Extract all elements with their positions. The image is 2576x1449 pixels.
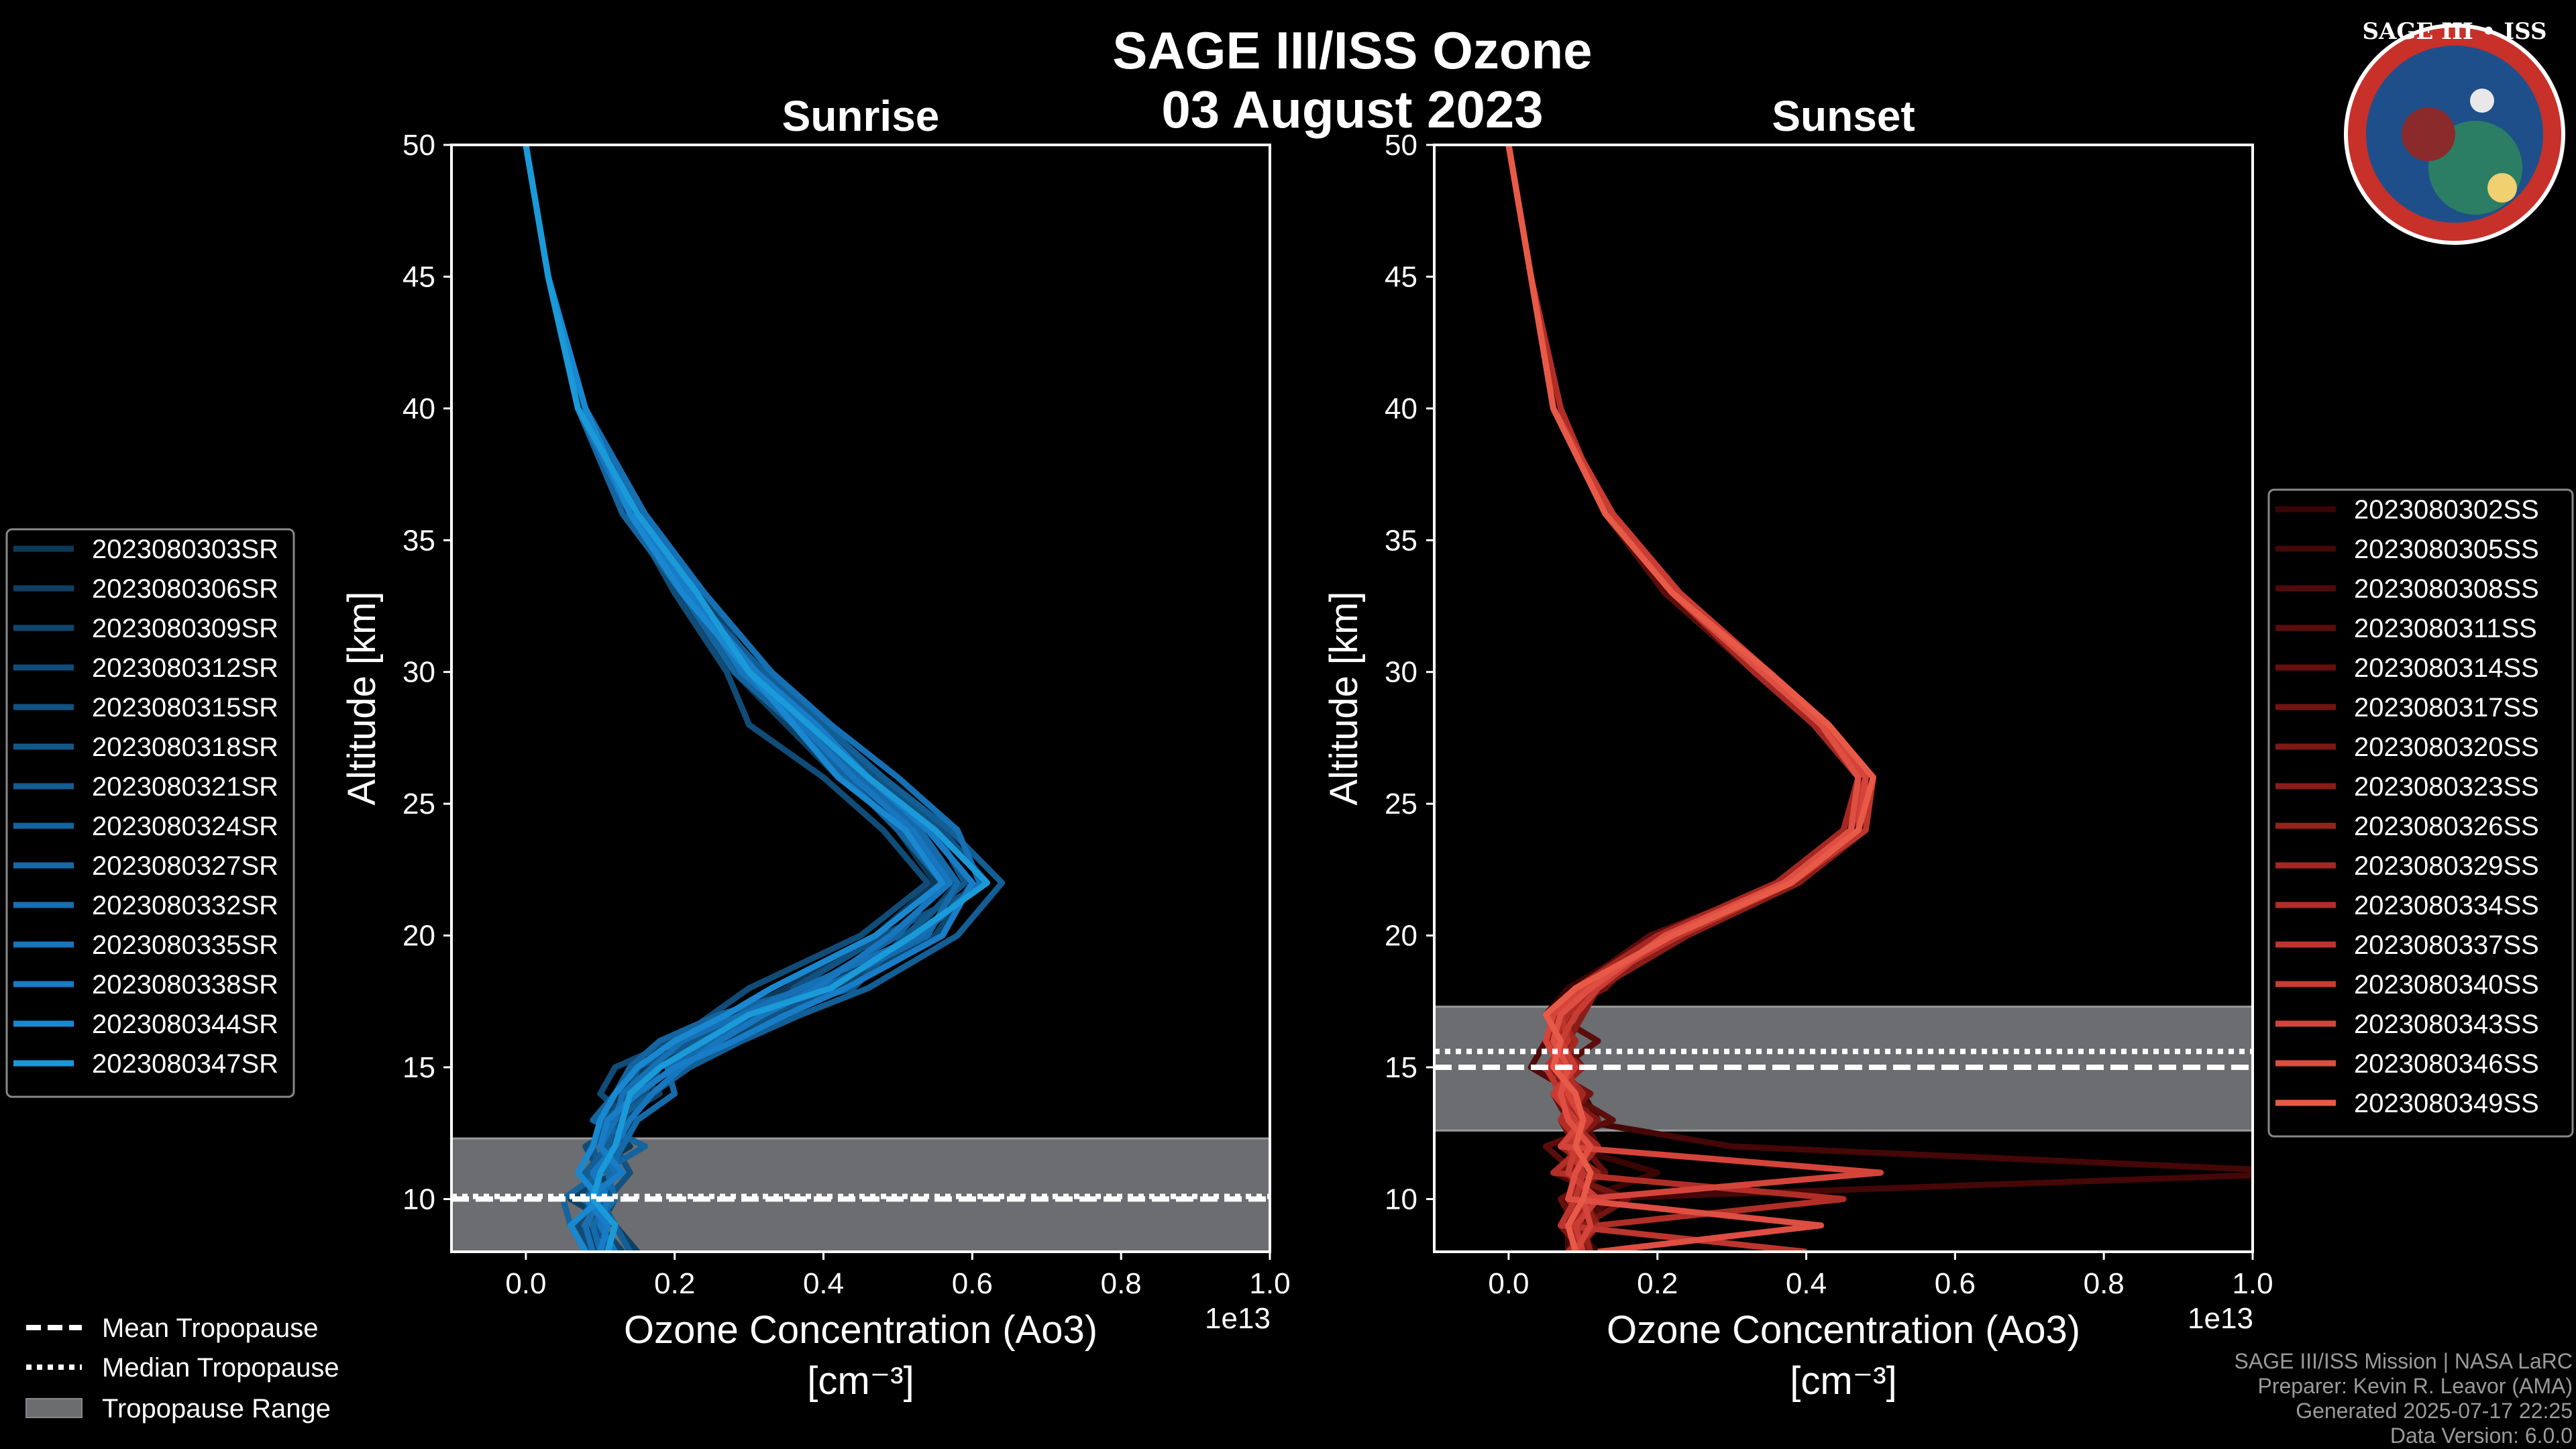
x-axis-label: Ozone Concentration (Ao3) bbox=[1607, 1308, 2080, 1352]
legend-box bbox=[2267, 488, 2574, 1138]
x-axis-label: Ozone Concentration (Ao3) bbox=[624, 1308, 1097, 1352]
legend-entry: 2023080303SR bbox=[92, 535, 278, 564]
median-tropopause-label: Median Tropopause bbox=[102, 1353, 339, 1383]
tropopause-range-label: Tropopause Range bbox=[102, 1394, 331, 1424]
x-tick-label: 0.2 bbox=[654, 1267, 695, 1300]
sunrise-panel: 0.0 0.2 0.4 0.6 0.8 1.0 10 15 20 25 30 35 40 45 50 Sunr… bbox=[5, 92, 1291, 1403]
y-tick-label: 30 bbox=[402, 656, 435, 689]
y-tick-label: 35 bbox=[1385, 524, 1417, 557]
x-axis-multiplier: 1e13 bbox=[1205, 1302, 1271, 1335]
x-tick-label: 0.6 bbox=[952, 1267, 993, 1300]
x-tick-label: 0.8 bbox=[1101, 1267, 1142, 1300]
sunset-panel: 0.0 0.2 0.4 0.6 0.8 1.0 10 15 20 25 30 35 40 45 50 Suns… bbox=[1322, 92, 2574, 1403]
legend-entry: 2023080335SR bbox=[92, 930, 278, 960]
legend-entry: 2023080343SS bbox=[2354, 1010, 2539, 1039]
y-tick-label: 10 bbox=[1385, 1183, 1417, 1216]
profile-line-2023080335SR bbox=[523, 145, 953, 1252]
legend-entry: 2023080323SS bbox=[2354, 772, 2539, 802]
legend-entry: 2023080309SR bbox=[92, 614, 278, 643]
tropopause-legend: Mean Tropopause Median Tropopause Tropop… bbox=[25, 1313, 339, 1424]
footer-credits: SAGE III/ISS Mission | NASA LaRC Prepare… bbox=[2235, 1349, 2573, 1448]
legend-entry: 2023080306SR bbox=[92, 574, 278, 604]
mean-tropopause-label: Mean Tropopause bbox=[102, 1313, 318, 1343]
x-tick-label: 0.4 bbox=[1786, 1267, 1827, 1300]
axes-frame bbox=[1433, 144, 2254, 1253]
x-tick-label: 0.6 bbox=[1935, 1267, 1976, 1300]
y-tick-label: 15 bbox=[402, 1051, 435, 1084]
legend-entry: 2023080318SR bbox=[92, 733, 278, 762]
legend-entry: 2023080349SS bbox=[2354, 1089, 2539, 1118]
legend-entry: 2023080314SS bbox=[2354, 653, 2539, 683]
x-tick-label: 1.0 bbox=[2232, 1267, 2273, 1300]
panel-title: Sunset bbox=[1772, 92, 1915, 140]
figure-date: 03 August 2023 bbox=[1161, 80, 1543, 139]
y-axis-label: Altitude [km] bbox=[1322, 591, 1366, 805]
legend-entry: 2023080327SR bbox=[92, 851, 278, 881]
legend-box bbox=[5, 528, 295, 1098]
y-tick-label: 50 bbox=[1385, 129, 1417, 162]
x-tick-label: 0.4 bbox=[803, 1267, 844, 1300]
legend-entry: 2023080311SS bbox=[2354, 614, 2537, 643]
legend-entry: 2023080326SS bbox=[2354, 812, 2539, 841]
x-tick-label: 0.0 bbox=[505, 1267, 546, 1300]
profile-line-2023080347SR bbox=[523, 145, 990, 1252]
panel-title: Sunrise bbox=[782, 92, 940, 140]
series-legend: 2023080303SR 2023080306SR 2023080309SR 2023… bbox=[5, 528, 295, 1098]
legend-entry: 2023080315SR bbox=[92, 693, 278, 722]
legend-entry: 2023080337SS bbox=[2354, 930, 2539, 960]
tropopause-range-swatch bbox=[25, 1398, 83, 1418]
legend-entry: 2023080302SS bbox=[2354, 495, 2539, 525]
logo-text: SAGE III • ISS bbox=[2362, 18, 2546, 45]
legend-entry: 2023080344SR bbox=[92, 1010, 278, 1039]
footer-mission: SAGE III/ISS Mission | NASA LaRC bbox=[2235, 1349, 2573, 1373]
footer-generated: Generated 2025-07-17 22:25 bbox=[2296, 1399, 2573, 1423]
x-tick-label: 0.0 bbox=[1488, 1267, 1529, 1300]
profile-line-2023080344SR bbox=[523, 145, 946, 1252]
y-tick-label: 20 bbox=[402, 920, 435, 953]
y-tick-label: 45 bbox=[402, 260, 435, 293]
axes-frame bbox=[450, 144, 1271, 1253]
legend-entry: 2023080340SS bbox=[2354, 970, 2539, 1000]
legend-entry: 2023080329SS bbox=[2354, 851, 2539, 881]
x-tick-label: 0.2 bbox=[1637, 1267, 1678, 1300]
legend-entry: 2023080347SR bbox=[92, 1049, 278, 1079]
y-tick-label: 45 bbox=[1385, 260, 1417, 293]
legend-entry: 2023080338SR bbox=[92, 970, 278, 1000]
legend-entry: 2023080332SR bbox=[92, 891, 278, 920]
y-tick-label: 40 bbox=[1385, 392, 1417, 425]
y-tick-label: 25 bbox=[402, 788, 435, 820]
legend-entry: 2023080321SR bbox=[92, 772, 278, 802]
footer-version: Data Version: 6.0.0 bbox=[2390, 1424, 2573, 1448]
legend-entry: 2023080305SS bbox=[2354, 535, 2539, 564]
series-legend: 2023080302SS 2023080305SS 2023080308SS 2023… bbox=[2267, 488, 2574, 1138]
y-tick-label: 30 bbox=[1385, 656, 1417, 689]
sage-iss-logo: SAGE III • ISS bbox=[2344, 18, 2565, 245]
legend-entry: 2023080320SS bbox=[2354, 733, 2539, 762]
y-tick-label: 35 bbox=[402, 524, 435, 557]
x-tick-label: 0.8 bbox=[2084, 1267, 2125, 1300]
y-tick-label: 15 bbox=[1385, 1051, 1417, 1084]
profile-line-2023080349SS bbox=[1505, 145, 1876, 1252]
y-axis-label: Altitude [km] bbox=[340, 591, 384, 805]
x-axis-multiplier: 1e13 bbox=[2188, 1302, 2253, 1335]
legend-entry: 2023080346SS bbox=[2354, 1049, 2539, 1079]
y-tick-label: 10 bbox=[402, 1183, 435, 1216]
x-axis-units: [cm⁻³] bbox=[807, 1359, 914, 1403]
figure-title: SAGE III/ISS Ozone bbox=[1112, 21, 1592, 80]
footer-preparer: Preparer: Kevin R. Leavor (AMA) bbox=[2258, 1374, 2573, 1398]
y-tick-label: 25 bbox=[1385, 788, 1417, 820]
x-tick-label: 1.0 bbox=[1249, 1267, 1290, 1300]
x-axis-units: [cm⁻³] bbox=[1790, 1359, 1896, 1403]
legend-entry: 2023080317SS bbox=[2354, 693, 2539, 722]
legend-entry: 2023080324SR bbox=[92, 812, 278, 841]
y-tick-label: 20 bbox=[1385, 920, 1417, 953]
y-tick-label: 40 bbox=[402, 392, 435, 425]
legend-entry: 2023080308SS bbox=[2354, 574, 2539, 604]
legend-entry: 2023080312SR bbox=[92, 653, 278, 683]
legend-entry: 2023080334SS bbox=[2354, 891, 2539, 920]
y-tick-label: 50 bbox=[402, 129, 435, 162]
